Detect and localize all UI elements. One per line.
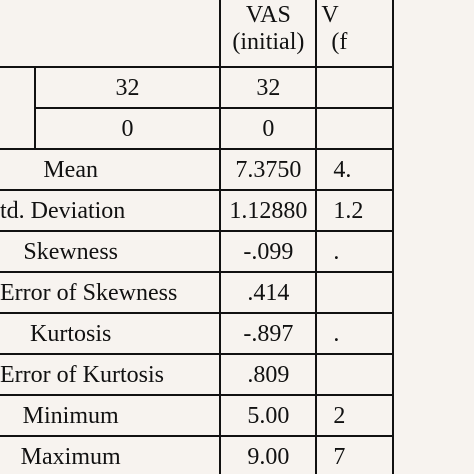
row-label: Minimum: [0, 394, 222, 437]
row-label: Error of Skewness: [0, 271, 222, 314]
row-label: Maximum: [0, 435, 222, 474]
row-value-clipped: 7: [315, 435, 394, 474]
row-label: Skewness: [0, 230, 222, 273]
table-row: Maximum 9.00 7: [0, 435, 394, 474]
table-row: td. Deviation 1.12880 1.2: [0, 189, 394, 232]
row-value: 1.12880: [219, 189, 318, 232]
header-row: VAS (initial) V (f: [0, 0, 394, 68]
table-row-n-missing: 0 0: [0, 107, 394, 150]
n-valid-cell: 32: [33, 66, 222, 109]
row-value: .809: [219, 353, 318, 396]
row-value-clipped: .: [315, 230, 394, 273]
column-header-line2: (f: [331, 29, 348, 55]
table-row-n-valid: 32 32: [0, 66, 394, 150]
row-value-clipped: [315, 271, 394, 314]
row-value-clipped: 2: [315, 394, 394, 437]
row-value-clipped: 4.: [315, 148, 394, 191]
descriptive-statistics-table: VAS (initial) V (f 32 32 0 0 Mean 7.3750…: [0, 0, 394, 474]
table-row: Minimum 5.00 2: [0, 394, 394, 437]
column-header-vas-clipped: V (f: [315, 0, 394, 68]
table-row: Mean 7.3750 4.: [0, 148, 394, 191]
row-value-clipped: .: [315, 312, 394, 355]
column-header-vas-initial: VAS (initial): [219, 0, 318, 68]
n-missing-value: 0: [219, 107, 318, 150]
row-value: .414: [219, 271, 318, 314]
column-header-line1: V: [321, 2, 339, 29]
row-value-clipped: 1.2: [315, 189, 394, 232]
table-row: Error of Skewness .414: [0, 271, 394, 314]
clipped-empty-cell: [316, 66, 394, 109]
row-label: Kurtosis: [0, 312, 222, 355]
row-value: 7.3750: [219, 148, 318, 191]
table-row: Error of Kurtosis .809: [0, 353, 394, 396]
row-label: Mean: [0, 148, 222, 191]
header-corner-cell: [0, 0, 222, 68]
n-missing-cell: 0: [33, 107, 222, 150]
table-row: Kurtosis -.897 .: [0, 312, 394, 355]
row-label: Error of Kurtosis: [0, 353, 222, 396]
n-valid-value: 32: [219, 66, 318, 109]
n-group-label-cell: [0, 66, 36, 150]
row-value: 9.00: [219, 435, 318, 474]
row-value: -.099: [219, 230, 318, 273]
row-value: -.897: [219, 312, 318, 355]
row-value: 5.00: [219, 394, 318, 437]
row-value-clipped: [315, 353, 394, 396]
table-row: Skewness -.099 .: [0, 230, 394, 273]
column-header-line1: VAS: [245, 2, 291, 29]
column-header-line2: (initial): [232, 29, 305, 55]
clipped-empty-cell: [316, 107, 394, 150]
row-label: td. Deviation: [0, 189, 222, 232]
